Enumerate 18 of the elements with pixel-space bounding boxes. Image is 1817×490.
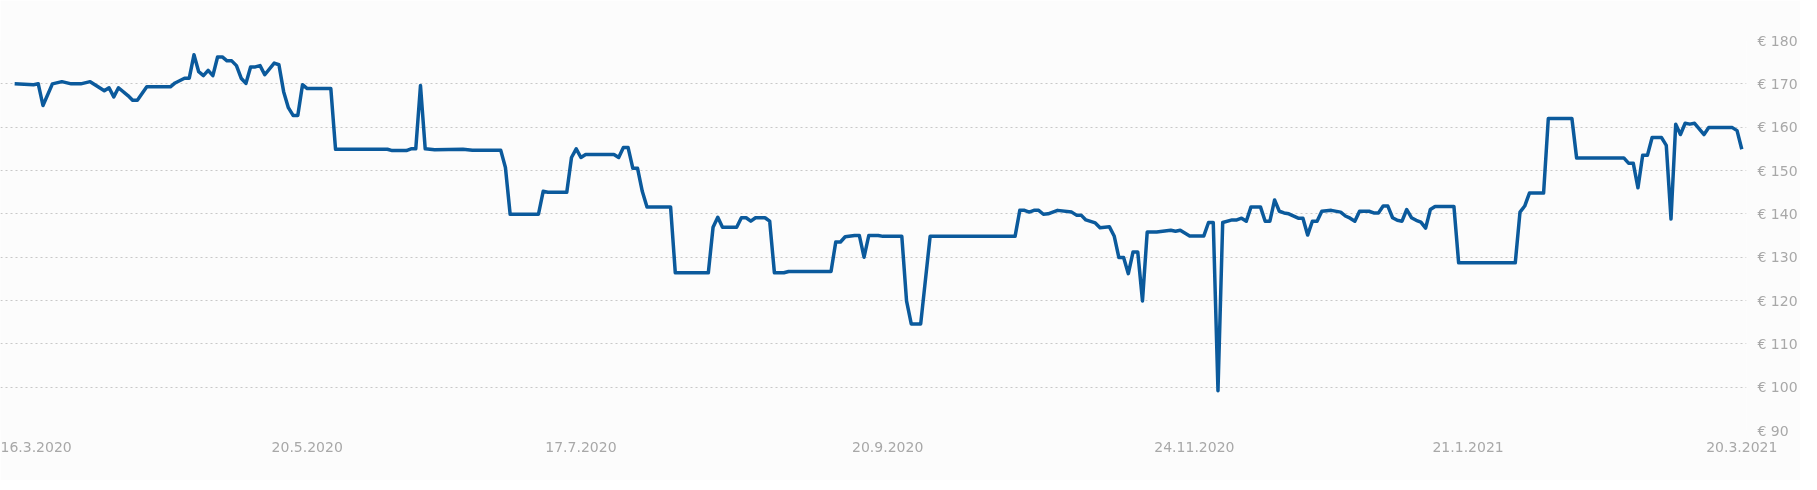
x-tick-label: 16.3.2020	[0, 438, 72, 455]
x-tick-label: 20.9.2020	[852, 438, 924, 455]
x-tick-label: 20.3.2021	[1706, 438, 1778, 455]
y-tick-label: € 150	[1757, 162, 1798, 179]
y-tick-label: € 140	[1757, 205, 1798, 222]
y-tick-label: € 160	[1757, 119, 1798, 136]
y-tick-label: € 180	[1757, 32, 1798, 49]
y-tick-label: € 110	[1757, 335, 1798, 352]
x-tick-label: 24.11.2020	[1154, 438, 1235, 455]
y-tick-label: € 90	[1757, 422, 1789, 439]
y-tick-label: € 120	[1757, 292, 1798, 309]
line-series	[12, 53, 1744, 393]
x-tick-label: 17.7.2020	[545, 438, 617, 455]
x-tick-label: 21.1.2021	[1432, 438, 1504, 455]
y-tick-label: € 130	[1757, 249, 1798, 266]
y-tick-label: € 170	[1757, 75, 1798, 92]
x-tick-label: 20.5.2020	[271, 438, 343, 455]
y-tick-label: € 100	[1757, 379, 1798, 396]
